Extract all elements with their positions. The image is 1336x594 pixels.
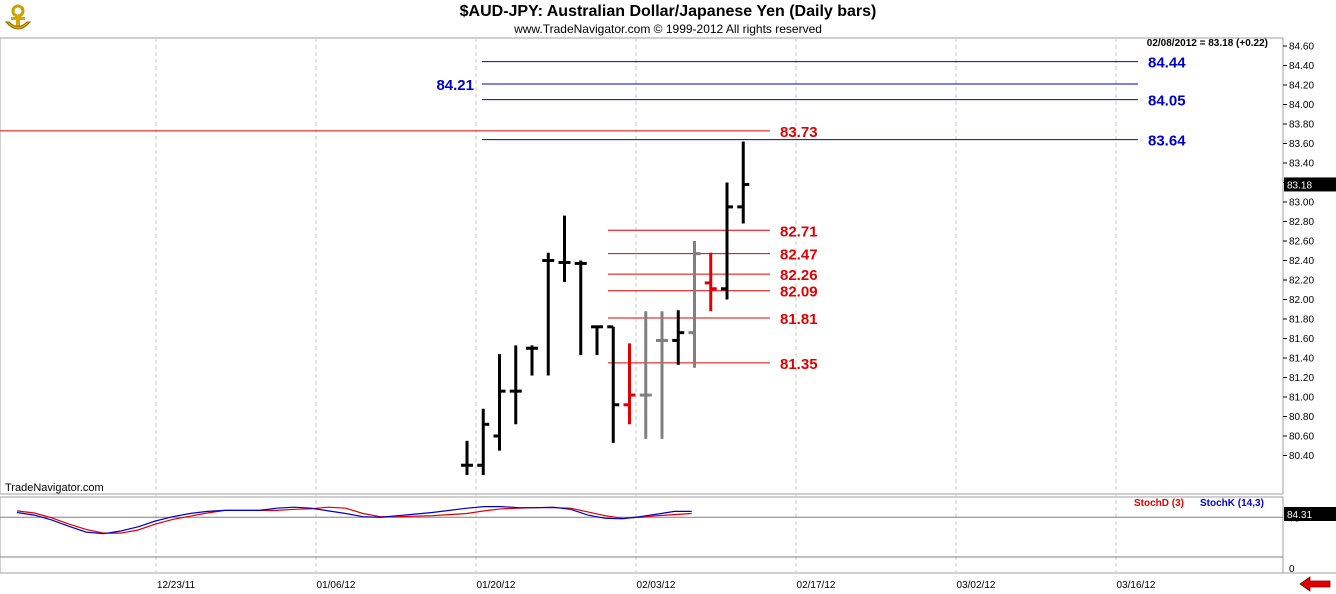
x-tick-label: 02/17/12 [797, 580, 836, 591]
ohlc-bar [607, 325, 620, 443]
stoch-y-tick-label: 0 [1289, 564, 1295, 575]
chart-title: $AUD-JPY: Australian Dollar/Japanese Yen… [459, 3, 877, 20]
y-tick-label: 84.20 [1289, 81, 1314, 92]
y-tick-label: 83.40 [1289, 159, 1314, 170]
ohlc-bar [688, 241, 701, 368]
y-tick-label: 83.60 [1289, 139, 1314, 150]
x-tick-label: 01/06/12 [317, 580, 356, 591]
level-label: 84.21 [436, 77, 474, 94]
ohlc-bar [639, 311, 652, 439]
y-tick-label: 81.60 [1289, 334, 1314, 345]
ohlc-bar [721, 182, 733, 300]
y-tick-label: 81.40 [1289, 354, 1314, 365]
chart-header: $AUD-JPY: Australian Dollar/Japanese Yen… [0, 0, 1336, 38]
y-tick-label: 82.00 [1289, 295, 1314, 306]
ohlc-bar [493, 354, 506, 451]
stoch-series-line-d [16, 506, 692, 534]
ohlc-bar [574, 260, 587, 356]
ohlc-bar [704, 252, 717, 312]
level-label: 83.64 [1148, 133, 1186, 150]
y-tick-label: 84.00 [1289, 100, 1314, 111]
x-tick-label: 03/16/12 [1117, 580, 1156, 591]
stoch-series-line-k [16, 506, 692, 535]
level-label: 82.26 [780, 267, 818, 284]
chart-subtitle: www.TradeNavigator.com © 1999-2012 All r… [514, 22, 822, 36]
y-tick-label: 81.00 [1289, 393, 1314, 404]
price-tag-label: 83.18 [1287, 180, 1312, 191]
watermark-text: TradeNavigator.com [5, 482, 104, 494]
level-label: 84.44 [1148, 55, 1186, 72]
y-tick-label: 80.40 [1289, 451, 1314, 462]
ohlc-bar [461, 440, 473, 475]
y-tick-label: 82.80 [1289, 217, 1314, 228]
ohlc-bar [656, 311, 668, 439]
x-tick-label: 02/03/12 [637, 580, 676, 591]
stoch-legend-d: StochD (3) [1134, 498, 1184, 509]
y-tick-label: 80.60 [1289, 432, 1314, 443]
y-tick-label: 84.60 [1289, 42, 1314, 53]
scroll-left-arrow-icon[interactable] [1298, 576, 1332, 592]
stoch-tag-label: 84.31 [1287, 510, 1312, 521]
level-label: 81.81 [780, 311, 818, 328]
level-label: 82.09 [780, 284, 818, 301]
y-tick-label: 82.40 [1289, 256, 1314, 267]
level-label: 82.71 [780, 223, 818, 240]
ohlc-bar [672, 310, 685, 365]
tradenavigator-logo-icon [3, 2, 33, 34]
last-quote-text: 02/08/2012 = 83.18 (+0.22) [1147, 38, 1268, 49]
y-tick-label: 83.00 [1289, 198, 1314, 209]
y-tick-label: 81.80 [1289, 315, 1314, 326]
ohlc-bar [477, 408, 490, 475]
ohlc-bar [737, 141, 750, 224]
level-label: 83.73 [780, 124, 818, 141]
level-label: 82.47 [780, 247, 818, 264]
y-tick-label: 82.20 [1289, 276, 1314, 287]
ohlc-bar [591, 325, 603, 356]
x-tick-label: 01/20/12 [477, 580, 516, 591]
y-tick-label: 82.60 [1289, 237, 1314, 248]
y-tick-label: 80.80 [1289, 412, 1314, 423]
ohlc-bar [623, 343, 636, 425]
stoch-panel-frame [0, 496, 1284, 574]
stoch-legend-k: StochK (14,3) [1200, 498, 1264, 509]
price-panel-frame [0, 37, 1284, 495]
y-tick-label: 83.80 [1289, 120, 1314, 131]
y-tick-label: 81.20 [1289, 373, 1314, 384]
ohlc-bar [558, 215, 571, 282]
ohlc-bar [526, 345, 538, 376]
ohlc-bar [509, 345, 522, 425]
level-label: 84.05 [1148, 93, 1186, 110]
ohlc-bar [542, 252, 555, 376]
x-tick-label: 12/23/11 [157, 580, 196, 591]
price-tag-box [1284, 177, 1336, 192]
y-tick-label: 84.40 [1289, 61, 1314, 72]
stoch-tag-box [1284, 507, 1336, 521]
level-label: 81.35 [780, 356, 818, 373]
x-tick-label: 03/02/12 [957, 580, 996, 591]
